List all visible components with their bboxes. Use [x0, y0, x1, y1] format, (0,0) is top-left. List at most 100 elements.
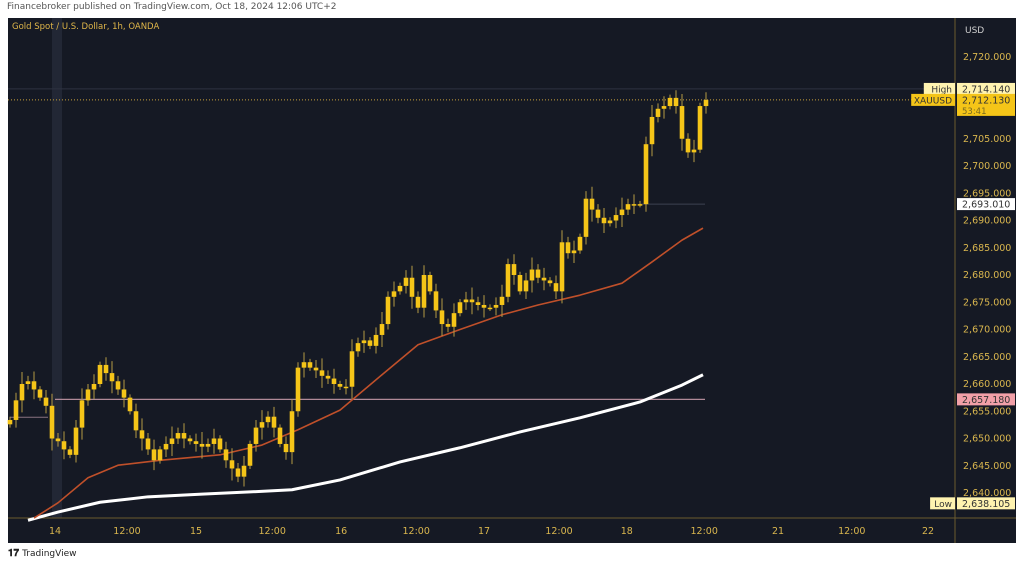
- candle-body: [637, 204, 643, 206]
- candle: [127, 394, 133, 415]
- candle-body: [271, 416, 277, 428]
- x-tick-label: 17: [478, 526, 490, 537]
- candle-body: [667, 97, 673, 107]
- candle: [193, 433, 199, 452]
- candle-body: [151, 449, 157, 461]
- x-tick-label: 12:00: [838, 526, 865, 537]
- candle-body: [139, 430, 145, 439]
- candle: [421, 265, 427, 318]
- candle-body: [169, 438, 175, 444]
- candle: [121, 379, 127, 408]
- candle: [295, 362, 301, 417]
- candle: [493, 297, 499, 316]
- candle-body: [607, 220, 613, 224]
- candle: [565, 236, 571, 259]
- candle-body: [211, 438, 217, 444]
- candle: [145, 433, 151, 455]
- candle: [91, 374, 97, 400]
- candle-body: [319, 370, 325, 376]
- candle: [637, 200, 643, 208]
- chart-panel[interactable]: [8, 18, 1016, 543]
- candle-body: [133, 411, 139, 431]
- candle-body: [685, 138, 691, 153]
- candle: [241, 455, 247, 487]
- ma-orange-line: [33, 227, 704, 519]
- candle-body: [283, 443, 289, 453]
- candle: [211, 428, 217, 454]
- candle-body: [115, 381, 121, 390]
- price-label-value: 2,693.010: [962, 200, 1010, 211]
- candle-body: [541, 277, 547, 281]
- candle: [691, 139, 697, 163]
- price-label-tag: High: [931, 85, 952, 95]
- candle-body: [55, 438, 61, 442]
- candle: [613, 207, 619, 229]
- candle: [103, 357, 109, 381]
- candle-body: [121, 389, 127, 398]
- candle: [73, 419, 79, 463]
- candle-body: [625, 204, 631, 210]
- candle: [673, 90, 679, 114]
- candle: [403, 270, 409, 294]
- candle-body: [463, 299, 469, 303]
- y-tick-label: 2,655.000: [963, 406, 1011, 417]
- candle-body: [373, 334, 379, 346]
- candle-body: [145, 438, 151, 450]
- price-label-bg: [957, 93, 1015, 116]
- y-tick-label: 2,690.000: [963, 216, 1011, 227]
- candle: [349, 339, 355, 399]
- price-label-bg: [957, 393, 1015, 406]
- candle: [547, 277, 553, 287]
- candle: [505, 258, 511, 303]
- price-label: 2,714.140 High: [923, 82, 1015, 95]
- candle: [355, 337, 361, 357]
- candle: [331, 368, 337, 394]
- candle: [229, 448, 235, 481]
- candle-body: [193, 441, 199, 444]
- candle-body: [223, 449, 229, 461]
- candle: [79, 388, 85, 440]
- candle: [583, 191, 589, 245]
- candle: [607, 217, 613, 227]
- candle-body: [217, 438, 223, 450]
- candle: [271, 406, 277, 438]
- candle: [13, 392, 19, 428]
- candle-body: [559, 242, 565, 292]
- candle: [175, 427, 181, 444]
- candle-body: [577, 236, 583, 251]
- candle-body: [229, 460, 235, 469]
- price-label-bg: [957, 497, 1015, 510]
- candle: [571, 240, 577, 264]
- candle-body: [43, 397, 49, 406]
- chart-title: Gold Spot / U.S. Dollar, 1h, OANDA: [12, 22, 160, 32]
- candle-body: [13, 400, 19, 420]
- candle-body: [31, 381, 37, 390]
- candle: [169, 426, 175, 456]
- candle-body: [643, 144, 649, 205]
- y-tick-label: 2,720.000: [963, 52, 1011, 63]
- candle-body: [37, 389, 43, 398]
- price-label: 2,638.105 Low: [930, 497, 1015, 510]
- candle-body: [601, 217, 607, 224]
- candle-body: [157, 449, 163, 461]
- candle: [187, 435, 193, 445]
- candle: [379, 312, 385, 347]
- candle: [325, 370, 331, 384]
- candle-body: [655, 108, 661, 117]
- candle-body: [589, 198, 595, 210]
- candle: [667, 94, 673, 110]
- candle: [139, 418, 145, 451]
- candle: [475, 296, 481, 311]
- candle-body: [697, 106, 703, 150]
- candle-body: [547, 280, 553, 284]
- candle-body: [205, 443, 211, 447]
- candle: [43, 389, 49, 414]
- candle-body: [469, 299, 475, 303]
- candle-body: [499, 296, 505, 305]
- candle: [397, 282, 403, 295]
- candle: [31, 371, 37, 400]
- candle-body: [301, 362, 307, 368]
- tag-bg: [923, 82, 955, 95]
